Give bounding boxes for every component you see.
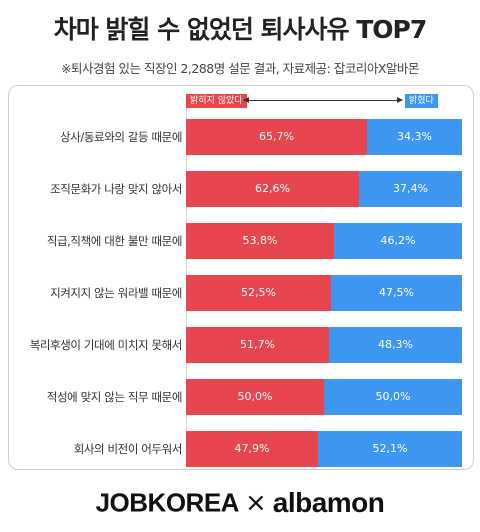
chart-row: 적성에 맞지 않는 직무 때문에 50,0% 50,0% [0,379,480,415]
bar-revealed: 48,3% [329,327,462,363]
albamon-logo: albamon [272,487,385,518]
category-label: 직급,직책에 대한 불만 때문에 [46,234,183,248]
bar-hidden: 65,7% [186,119,367,155]
category-label: 지켜지지 않는 워라밸 때문에 [50,286,182,300]
logo-separator: × [244,488,267,518]
bar-revealed: 50,0% [324,379,462,415]
page-title: 차마 밝힐 수 없었던 퇴사사유 TOP7 [53,15,428,44]
bar-revealed: 46,2% [334,223,462,259]
bar-revealed: 47,5% [331,275,462,311]
page-subtitle: ※퇴사경험 있는 직장인 2,288명 설문 결과, 자료제공: 잡코리아X알바… [61,61,419,76]
legend-hidden: 밝히지 않았다 [186,94,247,108]
chart-row: 상사/동료와의 갈등 때문에 65,7% 34,3% [0,119,480,155]
chart-row: 복리후생이 기대에 미치지 못해서 51,7% 48,3% [0,327,480,363]
bar-hidden: 51,7% [186,327,329,363]
category-label: 상사/동료와의 갈등 때문에 [60,130,182,144]
chart-row: 회사의 비전이 어두워서 47,9% 52,1% [0,431,480,467]
legend-arrow [243,97,403,103]
jobkorea-logo: JOBKOREA [95,487,240,518]
bar-hidden: 47,9% [186,431,318,467]
bar-hidden: 52,5% [186,275,331,311]
category-label: 적성에 맞지 않는 직무 때문에 [46,390,183,404]
chart-row: 지켜지지 않는 워라밸 때문에 52,5% 47,5% [0,275,480,311]
logo-row: JOBKOREA × albamon [0,487,480,521]
legend-revealed: 밝혔다 [405,94,438,108]
bar-revealed: 37,4% [359,171,462,207]
bar-revealed: 52,1% [318,431,462,467]
category-label: 복리후생이 기대에 미치지 못해서 [29,338,183,352]
category-label: 회사의 비전이 어두워서 [73,442,183,456]
chart-row: 조직문화가 나랑 맞지 않아서 62,6% 37,4% [0,171,480,207]
bar-hidden: 53,8% [186,223,334,259]
category-label: 조직문화가 나랑 맞지 않아서 [50,182,182,196]
bar-revealed: 34,3% [367,119,462,155]
bar-hidden: 50,0% [186,379,324,415]
bar-hidden: 62,6% [186,171,359,207]
chart-row: 직급,직책에 대한 불만 때문에 53,8% 46,2% [0,223,480,259]
